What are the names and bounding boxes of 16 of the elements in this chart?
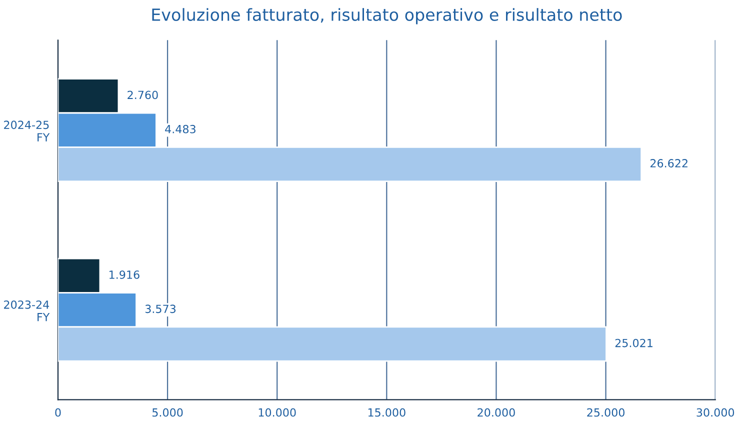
y-tick-label: 2023-24 FY bbox=[4, 300, 50, 322]
data-label: 26.622 bbox=[650, 159, 688, 168]
data-label: 25.021 bbox=[615, 338, 652, 348]
data-label: 4.483 bbox=[165, 124, 196, 134]
x-tick-label: 15.000 bbox=[368, 408, 406, 417]
x-tick-label: 0 bbox=[55, 408, 61, 417]
y-tick-label: 2024-25 FY bbox=[4, 120, 50, 142]
x-tick-label: 20.000 bbox=[478, 408, 515, 417]
x-tick-label: 30.000 bbox=[696, 408, 734, 417]
data-label: 1.916 bbox=[110, 270, 140, 279]
x-tick-label: 10.000 bbox=[258, 408, 296, 417]
x-tick-label: 25.000 bbox=[587, 408, 624, 417]
x-tick-label: 5.000 bbox=[152, 408, 183, 417]
chart-title: Evoluzione fatturato, risultato operativo e risultato netto bbox=[152, 8, 622, 24]
data-label: 2.760 bbox=[128, 90, 158, 100]
data-label: 3.573 bbox=[145, 304, 176, 314]
